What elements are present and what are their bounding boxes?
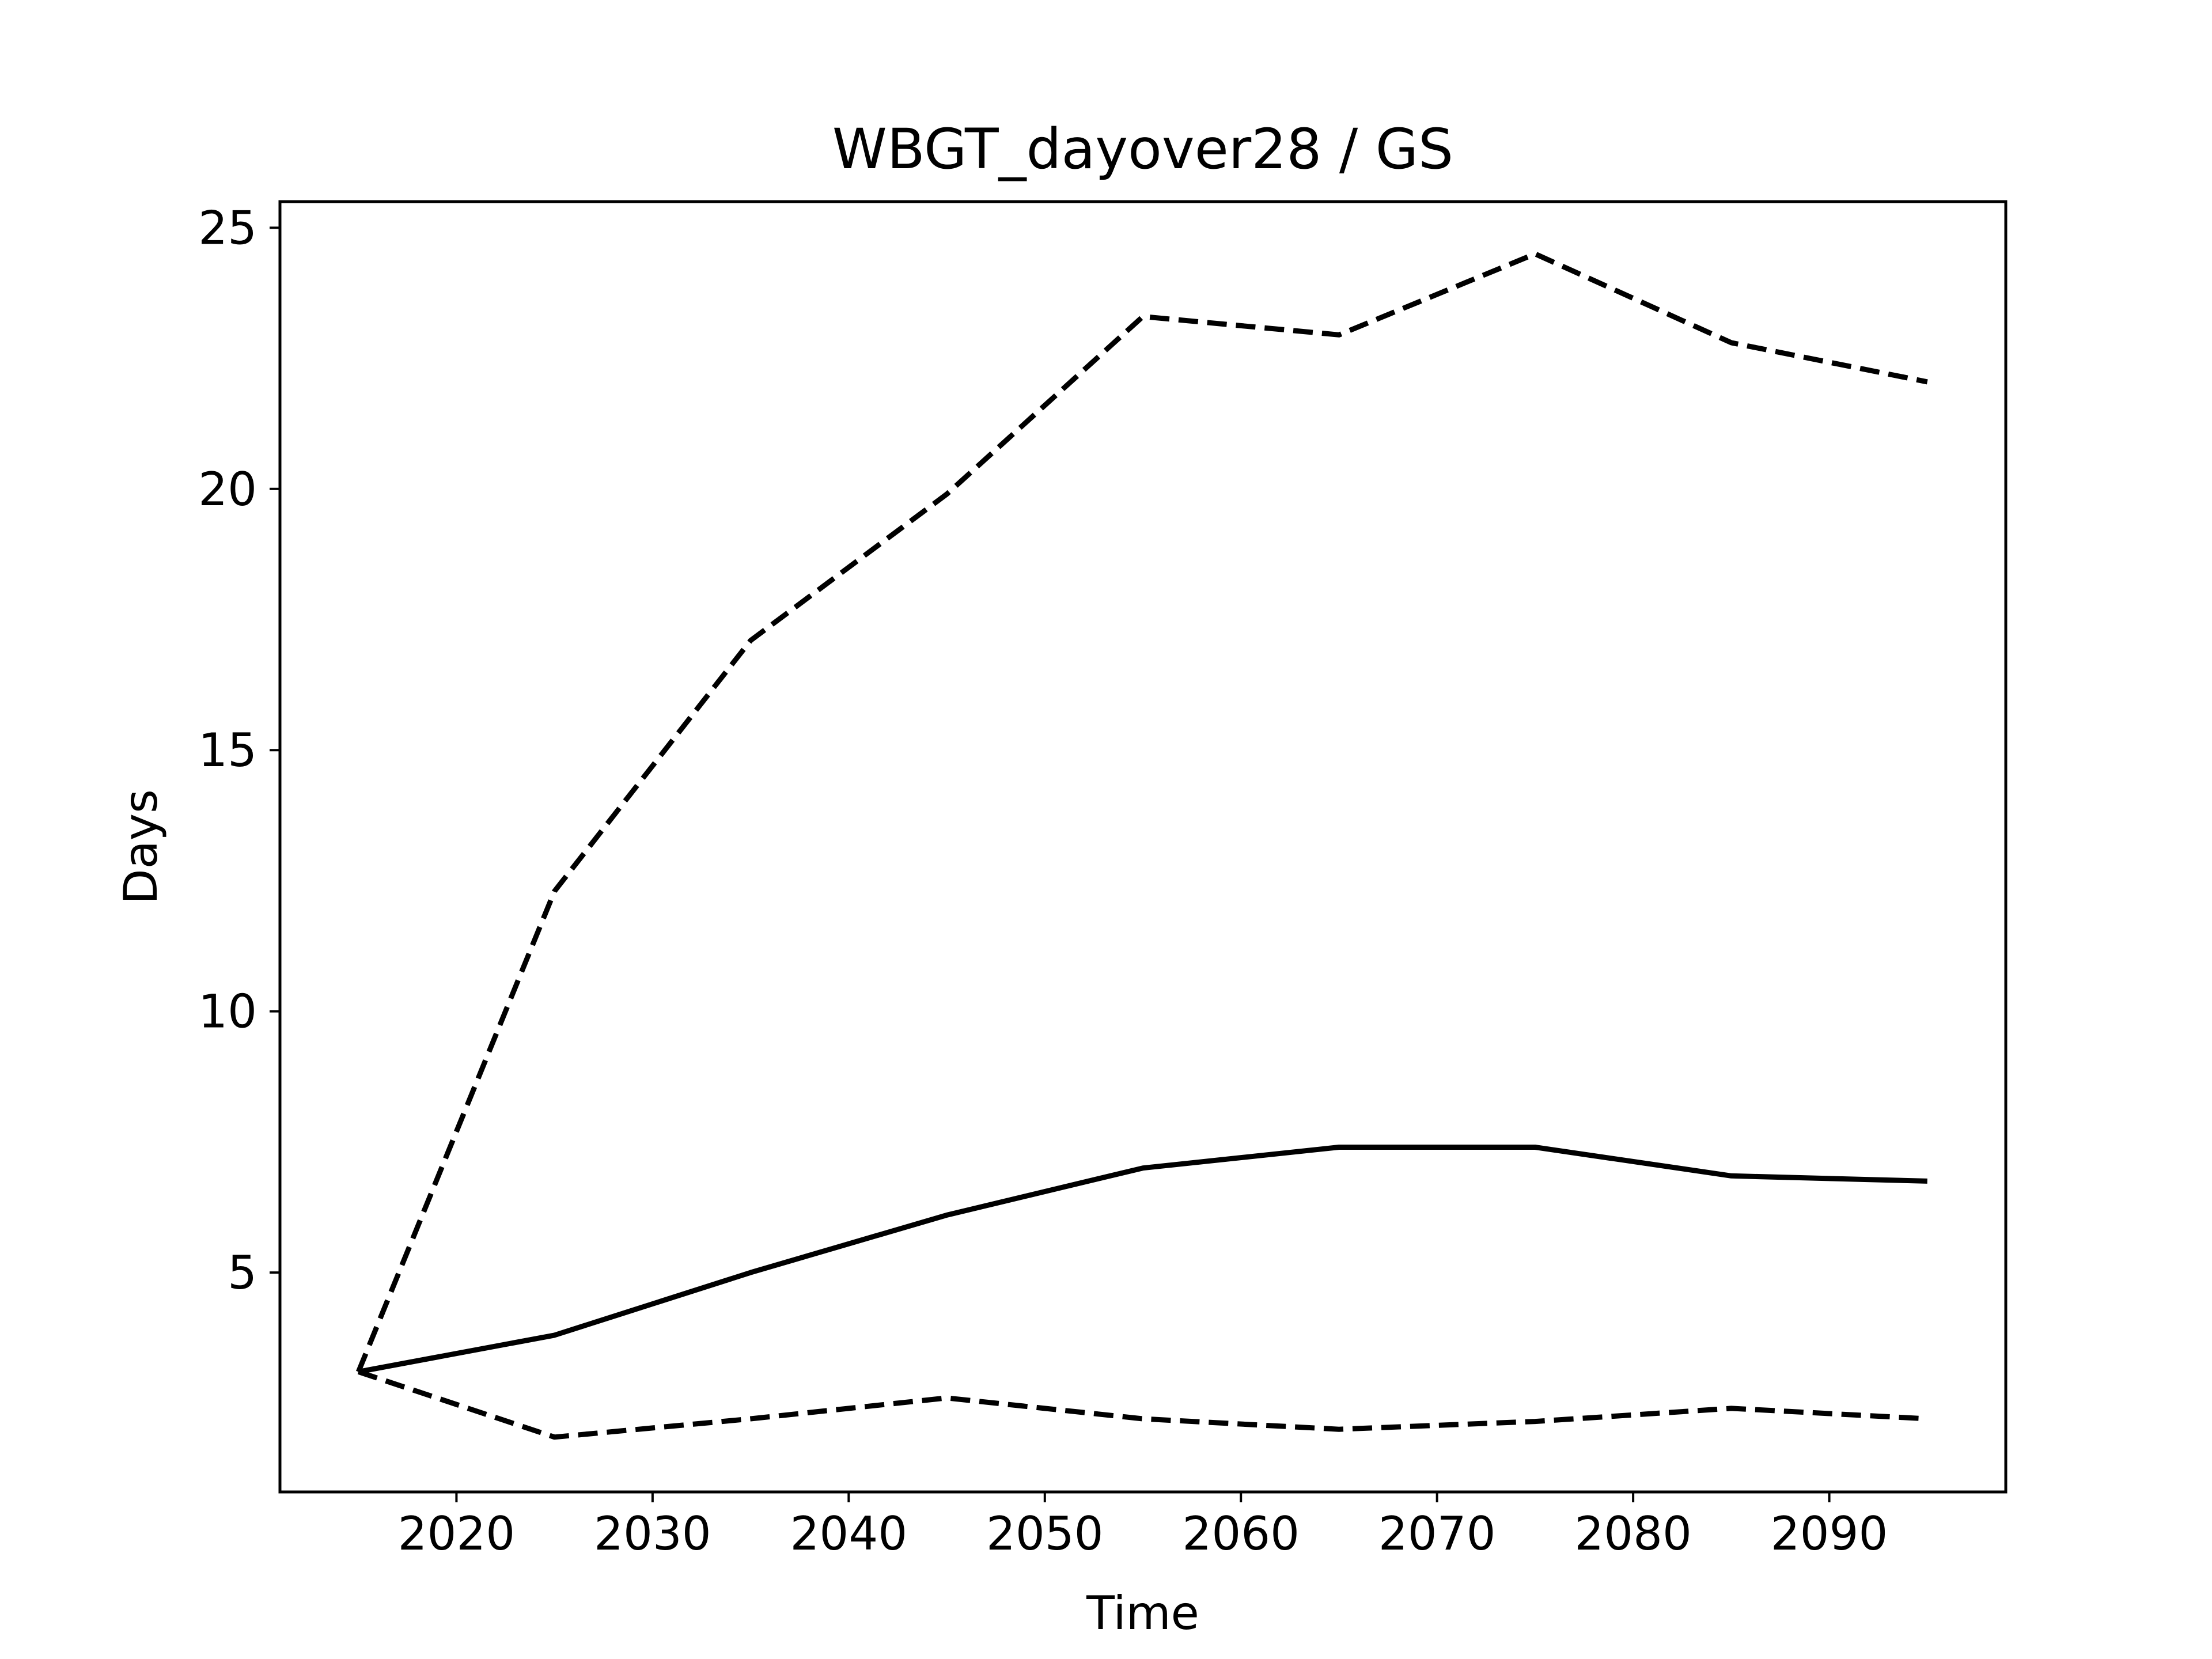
series-layer: [356, 251, 1928, 1440]
x-tick-label: 2070: [1378, 1507, 1496, 1560]
x-tick-label: 2020: [398, 1507, 516, 1560]
x-axis: 2020 2030 2040 2050 2060 2070 2080 2090: [398, 1492, 1888, 1560]
y-tick-label: 5: [228, 1246, 257, 1300]
chart-title: WBGT_dayover28 / GS: [832, 117, 1453, 181]
y-tick-label: 25: [198, 201, 257, 255]
x-tick-label: 2050: [986, 1507, 1104, 1560]
series-line-1: [358, 1145, 1927, 1374]
series-line-3: [357, 1369, 1928, 1440]
x-tick-label: 2040: [790, 1507, 908, 1560]
y-tick-label: 15: [198, 724, 257, 777]
x-axis-label: Time: [1086, 1586, 1199, 1640]
y-tick-label: 20: [198, 463, 257, 516]
y-axis-label: Days: [114, 789, 168, 904]
x-tick-label: 2090: [1771, 1507, 1888, 1560]
x-tick-label: 2060: [1182, 1507, 1300, 1560]
y-tick-label: 10: [198, 985, 257, 1039]
x-tick-label: 2030: [594, 1507, 711, 1560]
x-tick-label: 2080: [1574, 1507, 1692, 1560]
y-axis: 5 10 15 20 25: [198, 201, 280, 1300]
plot-frame: [278, 200, 2008, 1494]
